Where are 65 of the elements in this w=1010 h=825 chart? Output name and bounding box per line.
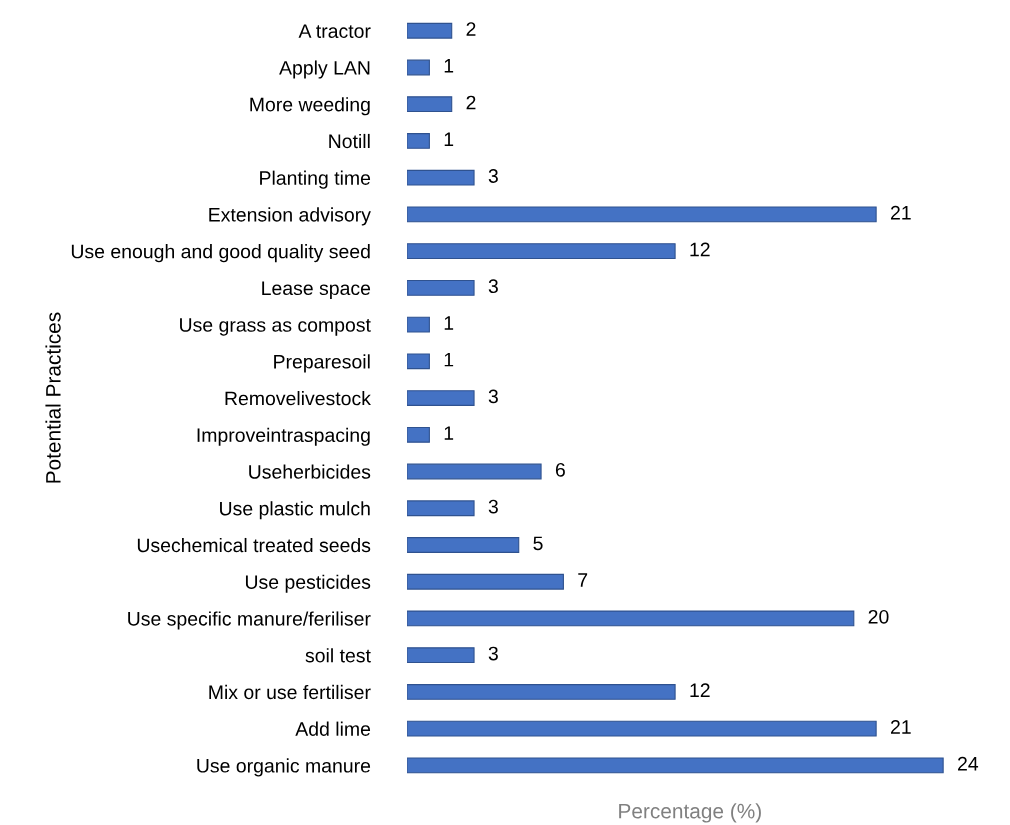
bar xyxy=(407,537,520,553)
bar xyxy=(407,463,542,480)
data-label: 2 xyxy=(466,22,476,36)
bar xyxy=(407,133,430,149)
bar xyxy=(407,610,855,627)
y-tick-label: Use grass as compost xyxy=(180,318,371,336)
bar xyxy=(407,573,564,590)
y-tick-label: Notill xyxy=(329,133,370,149)
data-label: 1 xyxy=(444,316,454,330)
data-label: 3 xyxy=(488,279,498,294)
y-tick-label: Use plastic mulch xyxy=(220,501,370,520)
y-tick-label: More weeding xyxy=(250,97,370,116)
bar xyxy=(407,96,453,113)
bar xyxy=(407,59,430,76)
data-label: 21 xyxy=(891,720,911,734)
data-label: 1 xyxy=(444,352,454,367)
y-tick-label: Improveintraspacing xyxy=(197,427,370,446)
y-tick-label: Use pesticides xyxy=(245,574,371,593)
y-tick-label: Use enough and good quality seed xyxy=(71,244,370,263)
y-tick-label: Usechemical treated seeds xyxy=(137,537,371,553)
bar xyxy=(407,500,475,517)
y-tick-label: Add lime xyxy=(295,721,371,736)
data-label: 3 xyxy=(488,169,498,183)
y-tick-label: Preparesoil xyxy=(274,354,370,373)
y-axis-title: Potential Practices xyxy=(45,312,61,483)
y-tick-label: Mix or use fertiliser xyxy=(209,684,371,700)
y-tick-label: Use specific manure/feriliser xyxy=(128,611,371,630)
bar xyxy=(407,684,676,700)
bar xyxy=(407,720,877,737)
data-label: 2 xyxy=(466,95,476,110)
data-label: 24 xyxy=(958,756,979,771)
y-tick-label: Extension advisory xyxy=(209,207,371,226)
data-label: 5 xyxy=(533,536,543,551)
data-label: 3 xyxy=(488,646,498,661)
data-label: 20 xyxy=(868,609,889,624)
y-tick-label: Planting time xyxy=(260,170,371,189)
y-tick-label: soil test xyxy=(305,648,371,663)
data-label: 12 xyxy=(690,242,710,257)
bar xyxy=(407,390,475,406)
bar xyxy=(407,279,475,296)
y-tick-label: Lease space xyxy=(262,281,371,299)
data-label: 12 xyxy=(690,683,710,697)
x-axis-title: Percentage (%) xyxy=(619,803,761,823)
data-label: 1 xyxy=(444,426,454,440)
data-label: 21 xyxy=(891,205,911,220)
data-label: 3 xyxy=(488,499,498,514)
bar xyxy=(407,757,944,774)
bar xyxy=(407,243,676,260)
y-tick-label: Useherbicides xyxy=(249,464,371,479)
bar xyxy=(407,22,453,39)
data-label: 6 xyxy=(555,462,565,477)
bar xyxy=(407,647,475,664)
y-tick-label: Removelivestock xyxy=(225,391,371,406)
bar xyxy=(407,169,475,186)
bar xyxy=(407,353,430,370)
y-tick-label: Apply LAN xyxy=(279,60,370,79)
bar xyxy=(407,426,430,443)
data-label: 1 xyxy=(444,132,454,146)
y-tick-label: A tractor xyxy=(298,24,371,38)
data-label: 7 xyxy=(578,573,588,587)
bar xyxy=(407,316,430,333)
bar xyxy=(407,206,877,223)
y-tick-label: Use organic manure xyxy=(197,758,371,777)
data-label: 1 xyxy=(444,59,454,73)
data-label: 3 xyxy=(488,389,498,404)
